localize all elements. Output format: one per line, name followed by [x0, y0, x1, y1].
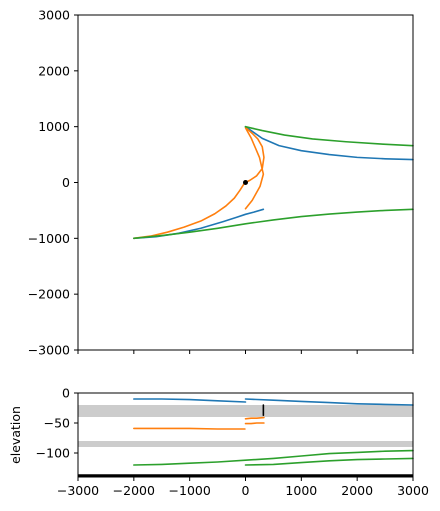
bottom-y-tick-label: −100 — [36, 446, 70, 461]
bottom-series-line-6 — [244, 457, 414, 466]
bottom-series-line-5 — [133, 449, 414, 466]
bottom-x-tick-label: −2000 — [113, 483, 155, 498]
top-series-group — [133, 125, 414, 240]
bottom-series-group — [78, 398, 414, 478]
top-y-tick-label: −3000 — [28, 343, 70, 358]
bottom-x-tick-label: −3000 — [57, 483, 99, 498]
y-axis-label: elevation — [8, 406, 23, 464]
bottom-y-tick-label: 0 — [62, 386, 70, 401]
top-panel: −3000 −2000 −1000 0 1000 2000 3000 — [28, 8, 414, 358]
bottom-x-tick-label: 3000 — [397, 483, 429, 498]
origin-marker — [243, 180, 248, 185]
bottom-panel: −3000 −2000 −1000 0 1000 2000 3000 −100 −50 0 ele… — [8, 386, 429, 499]
top-series-line-2 — [133, 126, 265, 240]
top-series-line-1 — [244, 125, 414, 161]
bottom-series-line-2 — [133, 427, 246, 430]
bottom-series-line-0 — [133, 398, 247, 403]
top-series-line-4 — [133, 208, 414, 240]
bottom-y-tick-label: −50 — [44, 416, 70, 431]
top-y-tick-label: 3000 — [38, 8, 70, 23]
top-y-tick-label: −1000 — [28, 231, 70, 246]
top-series-line-3 — [244, 125, 414, 147]
bottom-x-tick-label: −1000 — [169, 483, 211, 498]
bottom-series-line-3 — [244, 416, 265, 420]
gray-band-0 — [78, 405, 413, 417]
top-y-tick-label: −2000 — [28, 287, 70, 302]
gray-band-1 — [78, 441, 413, 447]
top-y-tick-label: 0 — [62, 175, 70, 190]
bottom-x-tick-label: 2000 — [341, 483, 373, 498]
bottom-series-line-4 — [244, 422, 265, 425]
bottom-x-tick-label: 1000 — [285, 483, 317, 498]
bottom-series-line-1 — [244, 398, 414, 406]
top-y-tick-label: 1000 — [38, 119, 70, 134]
bottom-x-tick-label: 0 — [242, 483, 250, 498]
top-y-tick-label: 2000 — [38, 63, 70, 78]
